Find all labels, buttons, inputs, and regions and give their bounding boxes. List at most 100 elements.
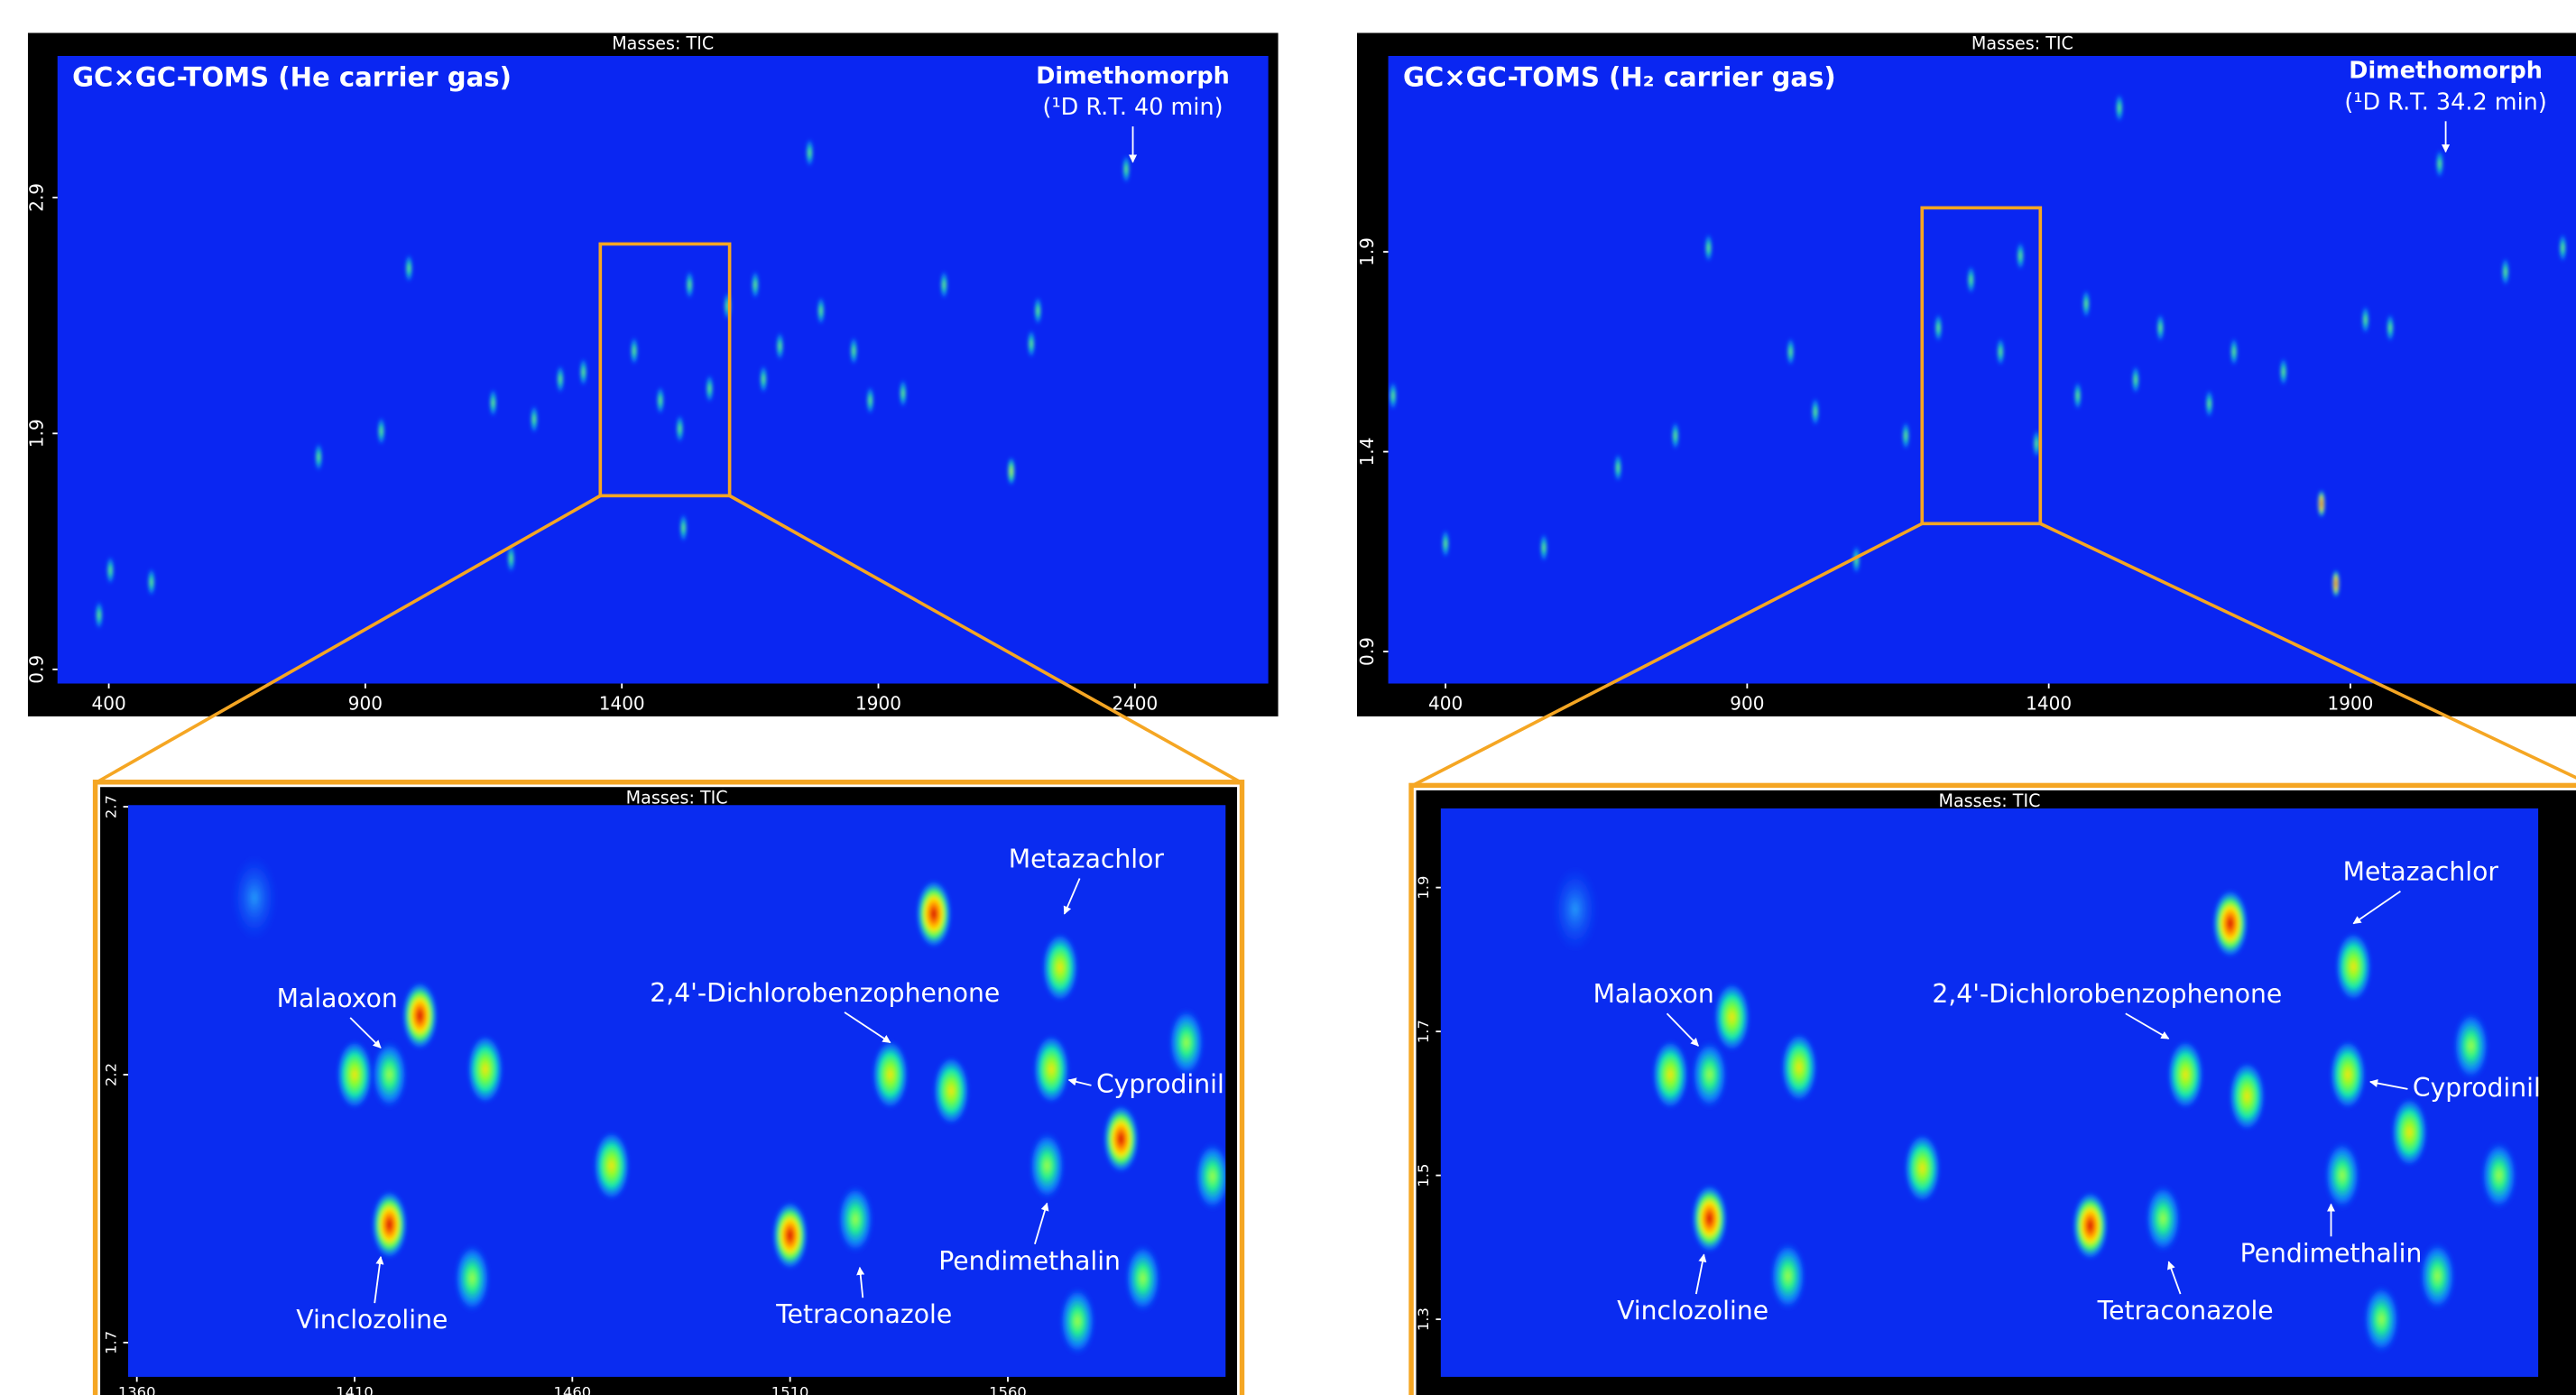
peak [580, 357, 587, 387]
peak [2082, 289, 2090, 319]
x-tick-label: 2400 [1112, 693, 1158, 715]
annotation-label: Cyprodinil [1096, 1069, 1224, 1099]
peak [2453, 1012, 2489, 1080]
annotation-label: 2,4'-Dichlorobenzophenone [1932, 979, 2282, 1009]
x-tick-label: 1560 [989, 1384, 1027, 1395]
y-tick-label: 2.9 [25, 183, 47, 212]
x-tick-label: 1410 [336, 1384, 374, 1395]
peak [2132, 365, 2139, 394]
peak [1195, 1142, 1231, 1211]
peak [631, 336, 638, 365]
peak [850, 336, 857, 365]
peak [679, 513, 687, 543]
peak [1692, 1040, 1728, 1109]
peak [772, 1201, 808, 1270]
annotation-label: Dimethomorph [1036, 63, 1230, 90]
peak [916, 880, 952, 948]
x-tick-label: 900 [1730, 693, 1764, 715]
annotation-detail: (¹D R.T. 40 min) [1043, 94, 1223, 121]
annotation-label: Pendimethalin [2240, 1238, 2423, 1268]
peak [2362, 305, 2369, 335]
peak [1390, 381, 1397, 411]
peak [405, 254, 412, 283]
peak [2318, 489, 2325, 519]
figure: Masses: TIC GC×GC-TOMS (He carrier gas) 40… [0, 0, 2576, 1395]
peak [1033, 1035, 1069, 1104]
y-tick-label: 1.7 [1415, 1020, 1432, 1043]
y-tick-label: 1.7 [102, 1331, 119, 1354]
peak [1008, 457, 1015, 486]
peak [1029, 1132, 1065, 1200]
y-tick-label: 0.9 [1356, 637, 1378, 666]
peak [1122, 154, 1130, 184]
annotation-label: Cyprodinil [2413, 1073, 2541, 1103]
peak [1713, 983, 1750, 1051]
y-tick-label: 0.9 [25, 655, 47, 684]
panel-title: Masses: TIC [626, 787, 728, 808]
peak [489, 388, 496, 418]
annotation-detail: (¹D R.T. 34.2 min) [2344, 88, 2546, 115]
peak [706, 374, 713, 403]
peak [2481, 1141, 2517, 1209]
peak [2116, 93, 2123, 123]
peak [817, 296, 825, 326]
peak [1034, 296, 1041, 326]
annotation-label: Tetraconazole [2097, 1296, 2274, 1326]
peak [467, 1035, 503, 1104]
peak [372, 1040, 408, 1109]
panel-heading: GC×GC-TOMS (He carrier gas) [72, 61, 512, 92]
peak [1168, 1008, 1205, 1076]
peak [1787, 337, 1795, 366]
peak [1103, 1104, 1139, 1173]
peak [2230, 337, 2238, 366]
peak [2205, 389, 2212, 419]
peak [2559, 233, 2566, 263]
peak [2212, 889, 2248, 957]
annotation-label: Dimethomorph [2349, 58, 2543, 85]
peak [1934, 313, 1942, 343]
peak [2335, 932, 2371, 1001]
peak [402, 981, 438, 1049]
panel-heading: GC×GC-TOMS (H₂ carrier gas) [1403, 61, 1836, 92]
peak [2330, 1040, 2366, 1109]
peak [1902, 420, 1909, 450]
peak [900, 379, 907, 409]
peak [2280, 357, 2287, 387]
peak [1059, 1287, 1095, 1355]
peak [2074, 381, 2082, 411]
peak [1652, 1040, 1688, 1109]
peak [372, 1190, 408, 1259]
annotation-label: Metazachlor [2343, 857, 2499, 887]
y-tick-label: 1.9 [1415, 876, 1432, 900]
peak [1125, 1243, 1161, 1312]
annotation-label: Vinclozoline [1617, 1296, 1768, 1326]
annotation-label: Pendimethalin [938, 1246, 1121, 1276]
peak [2419, 1242, 2455, 1310]
annotation-label: Malaoxon [1593, 979, 1714, 1009]
peak [657, 385, 664, 415]
peak [378, 416, 385, 446]
panel-title: Masses: TIC [1938, 790, 2040, 811]
y-tick-label: 1.5 [1415, 1164, 1432, 1187]
peak [760, 365, 767, 394]
peak [1028, 329, 1035, 359]
annotation-label: Tetraconazole [775, 1299, 952, 1329]
x-tick-label: 400 [91, 693, 125, 715]
y-tick-label: 1.4 [1356, 438, 1378, 467]
x-tick-label: 1360 [118, 1384, 156, 1395]
peak [2332, 568, 2340, 598]
y-tick-label: 2.2 [102, 1063, 119, 1086]
peak [1614, 453, 1621, 483]
annotation-label: Malaoxon [277, 984, 398, 1013]
peak [676, 414, 683, 444]
panel-title: Masses: TIC [1971, 33, 2073, 54]
peak [776, 331, 783, 361]
annotation-label: Vinclozoline [296, 1305, 448, 1335]
peak [2387, 313, 2394, 343]
peak [1042, 933, 1078, 1002]
peak [873, 1040, 909, 1109]
peak [2145, 1184, 2181, 1252]
y-tick-label: 1.9 [1356, 237, 1378, 266]
